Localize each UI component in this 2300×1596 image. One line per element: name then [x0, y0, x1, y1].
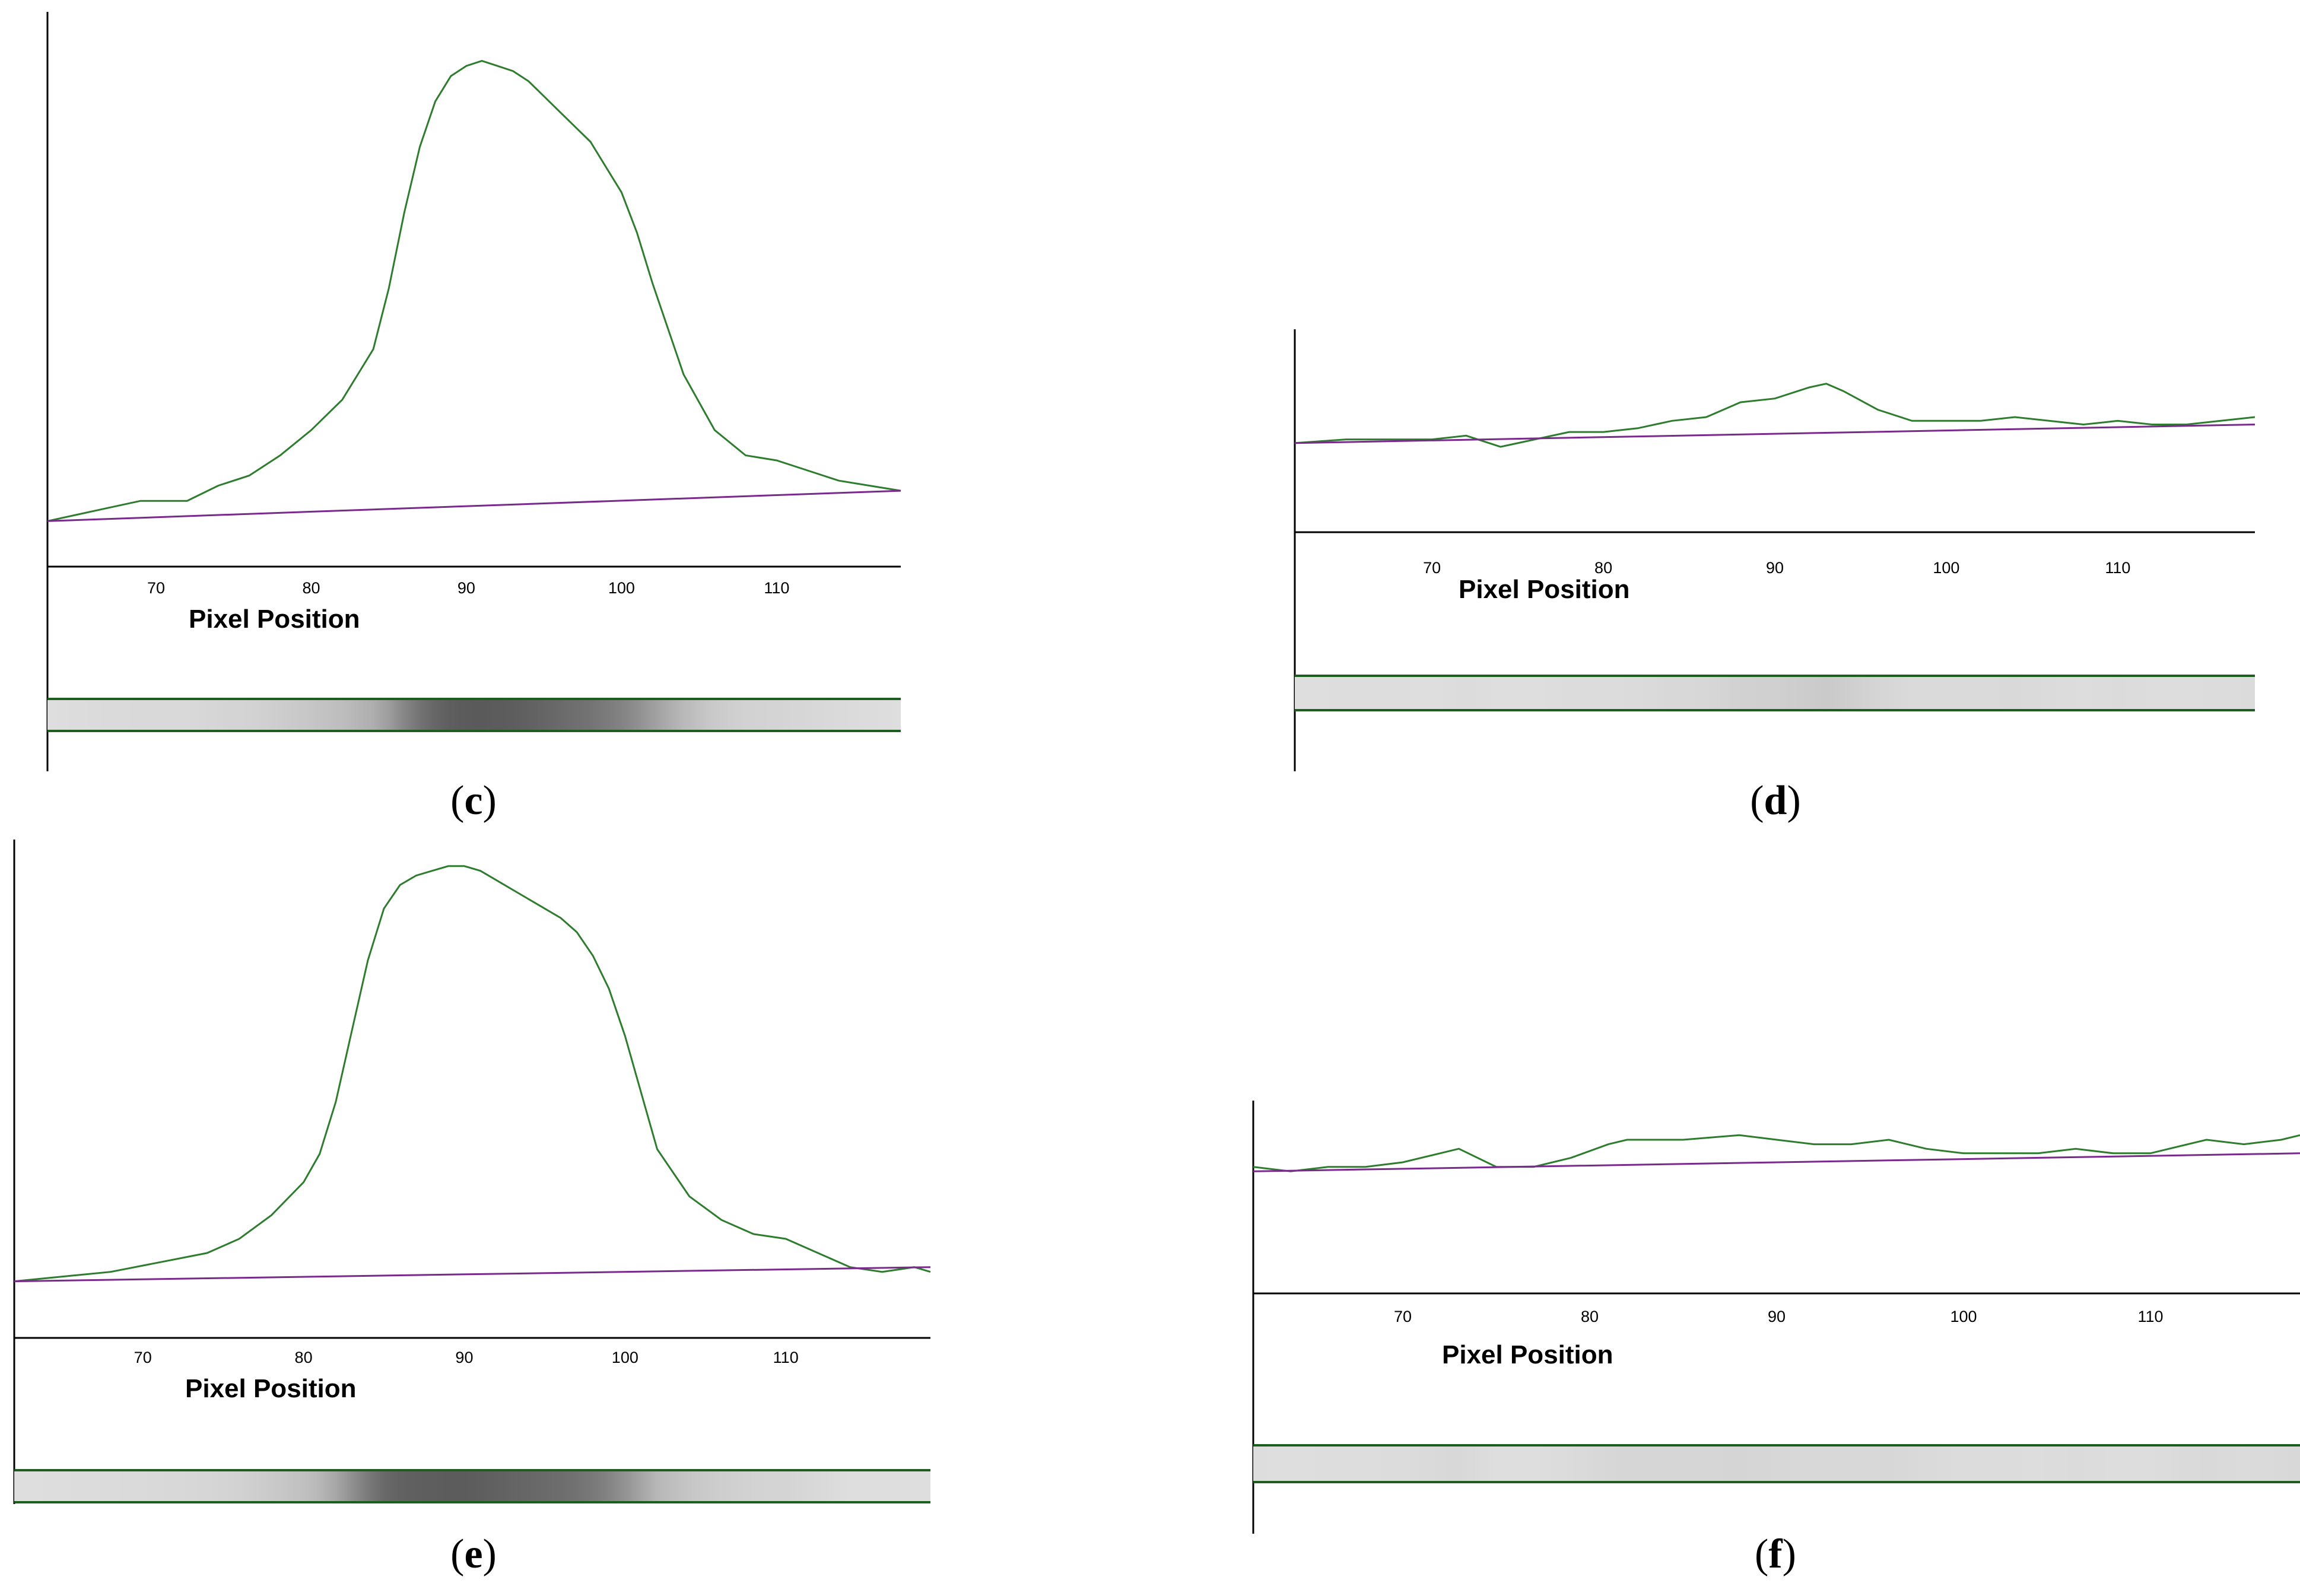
x-tick-label: 100: [1933, 559, 1959, 577]
caption-letter: e: [464, 1531, 483, 1577]
x-tick-label: 100: [612, 1349, 638, 1366]
x-tick-label: 110: [2105, 559, 2130, 577]
x-tick-label: 110: [773, 1349, 799, 1366]
x-tick-label: 80: [1594, 559, 1612, 577]
x-tick-label: 110: [2137, 1308, 2163, 1325]
caption-e: (e): [450, 1531, 497, 1577]
x-tick-label: 70: [1423, 559, 1441, 577]
lane-strip: [47, 699, 901, 731]
x-tick-label: 80: [1581, 1308, 1599, 1325]
caption-c: (c): [450, 778, 497, 824]
baseline-line: [47, 489, 901, 522]
x-tick-label: 90: [1766, 559, 1784, 577]
x-tick-label: 100: [1950, 1308, 1977, 1325]
baseline-line: [1253, 1152, 2300, 1172]
x-tick-label: 90: [1768, 1308, 1786, 1325]
x-tick-label: 80: [295, 1349, 313, 1366]
x-tick-label: 70: [1394, 1308, 1412, 1325]
intensity-profile-line: [14, 865, 931, 1283]
x-tick-label: 90: [458, 579, 475, 597]
lane-strip: [1295, 676, 2255, 710]
baseline-line: [1294, 424, 2255, 444]
x-tick-label: 70: [147, 579, 165, 597]
caption-f: (f): [1755, 1531, 1796, 1577]
x-tick-label: 90: [455, 1349, 473, 1366]
x-tick-label: 110: [764, 579, 789, 597]
intensity-profile-line: [1253, 1134, 2300, 1172]
x-tick-label: 70: [134, 1349, 152, 1366]
caption-d: (d): [1750, 778, 1801, 824]
x-axis-title: Pixel Position: [1459, 575, 1630, 604]
x-tick-label: 100: [608, 579, 635, 597]
x-tick-label: 80: [302, 579, 320, 597]
caption-letter: c: [464, 778, 483, 824]
caption-letter: d: [1764, 778, 1787, 824]
intensity-profile-line: [1294, 383, 2255, 448]
lane-strip: [1253, 1445, 2300, 1482]
intensity-profile-line: [47, 60, 901, 522]
caption-letter: f: [1768, 1531, 1783, 1577]
x-axis-title: Pixel Position: [1442, 1340, 1613, 1369]
baseline-line: [14, 1266, 931, 1283]
lane-strip: [14, 1470, 930, 1502]
x-axis-title: Pixel Position: [185, 1374, 357, 1403]
x-axis-title: Pixel Position: [189, 605, 360, 634]
